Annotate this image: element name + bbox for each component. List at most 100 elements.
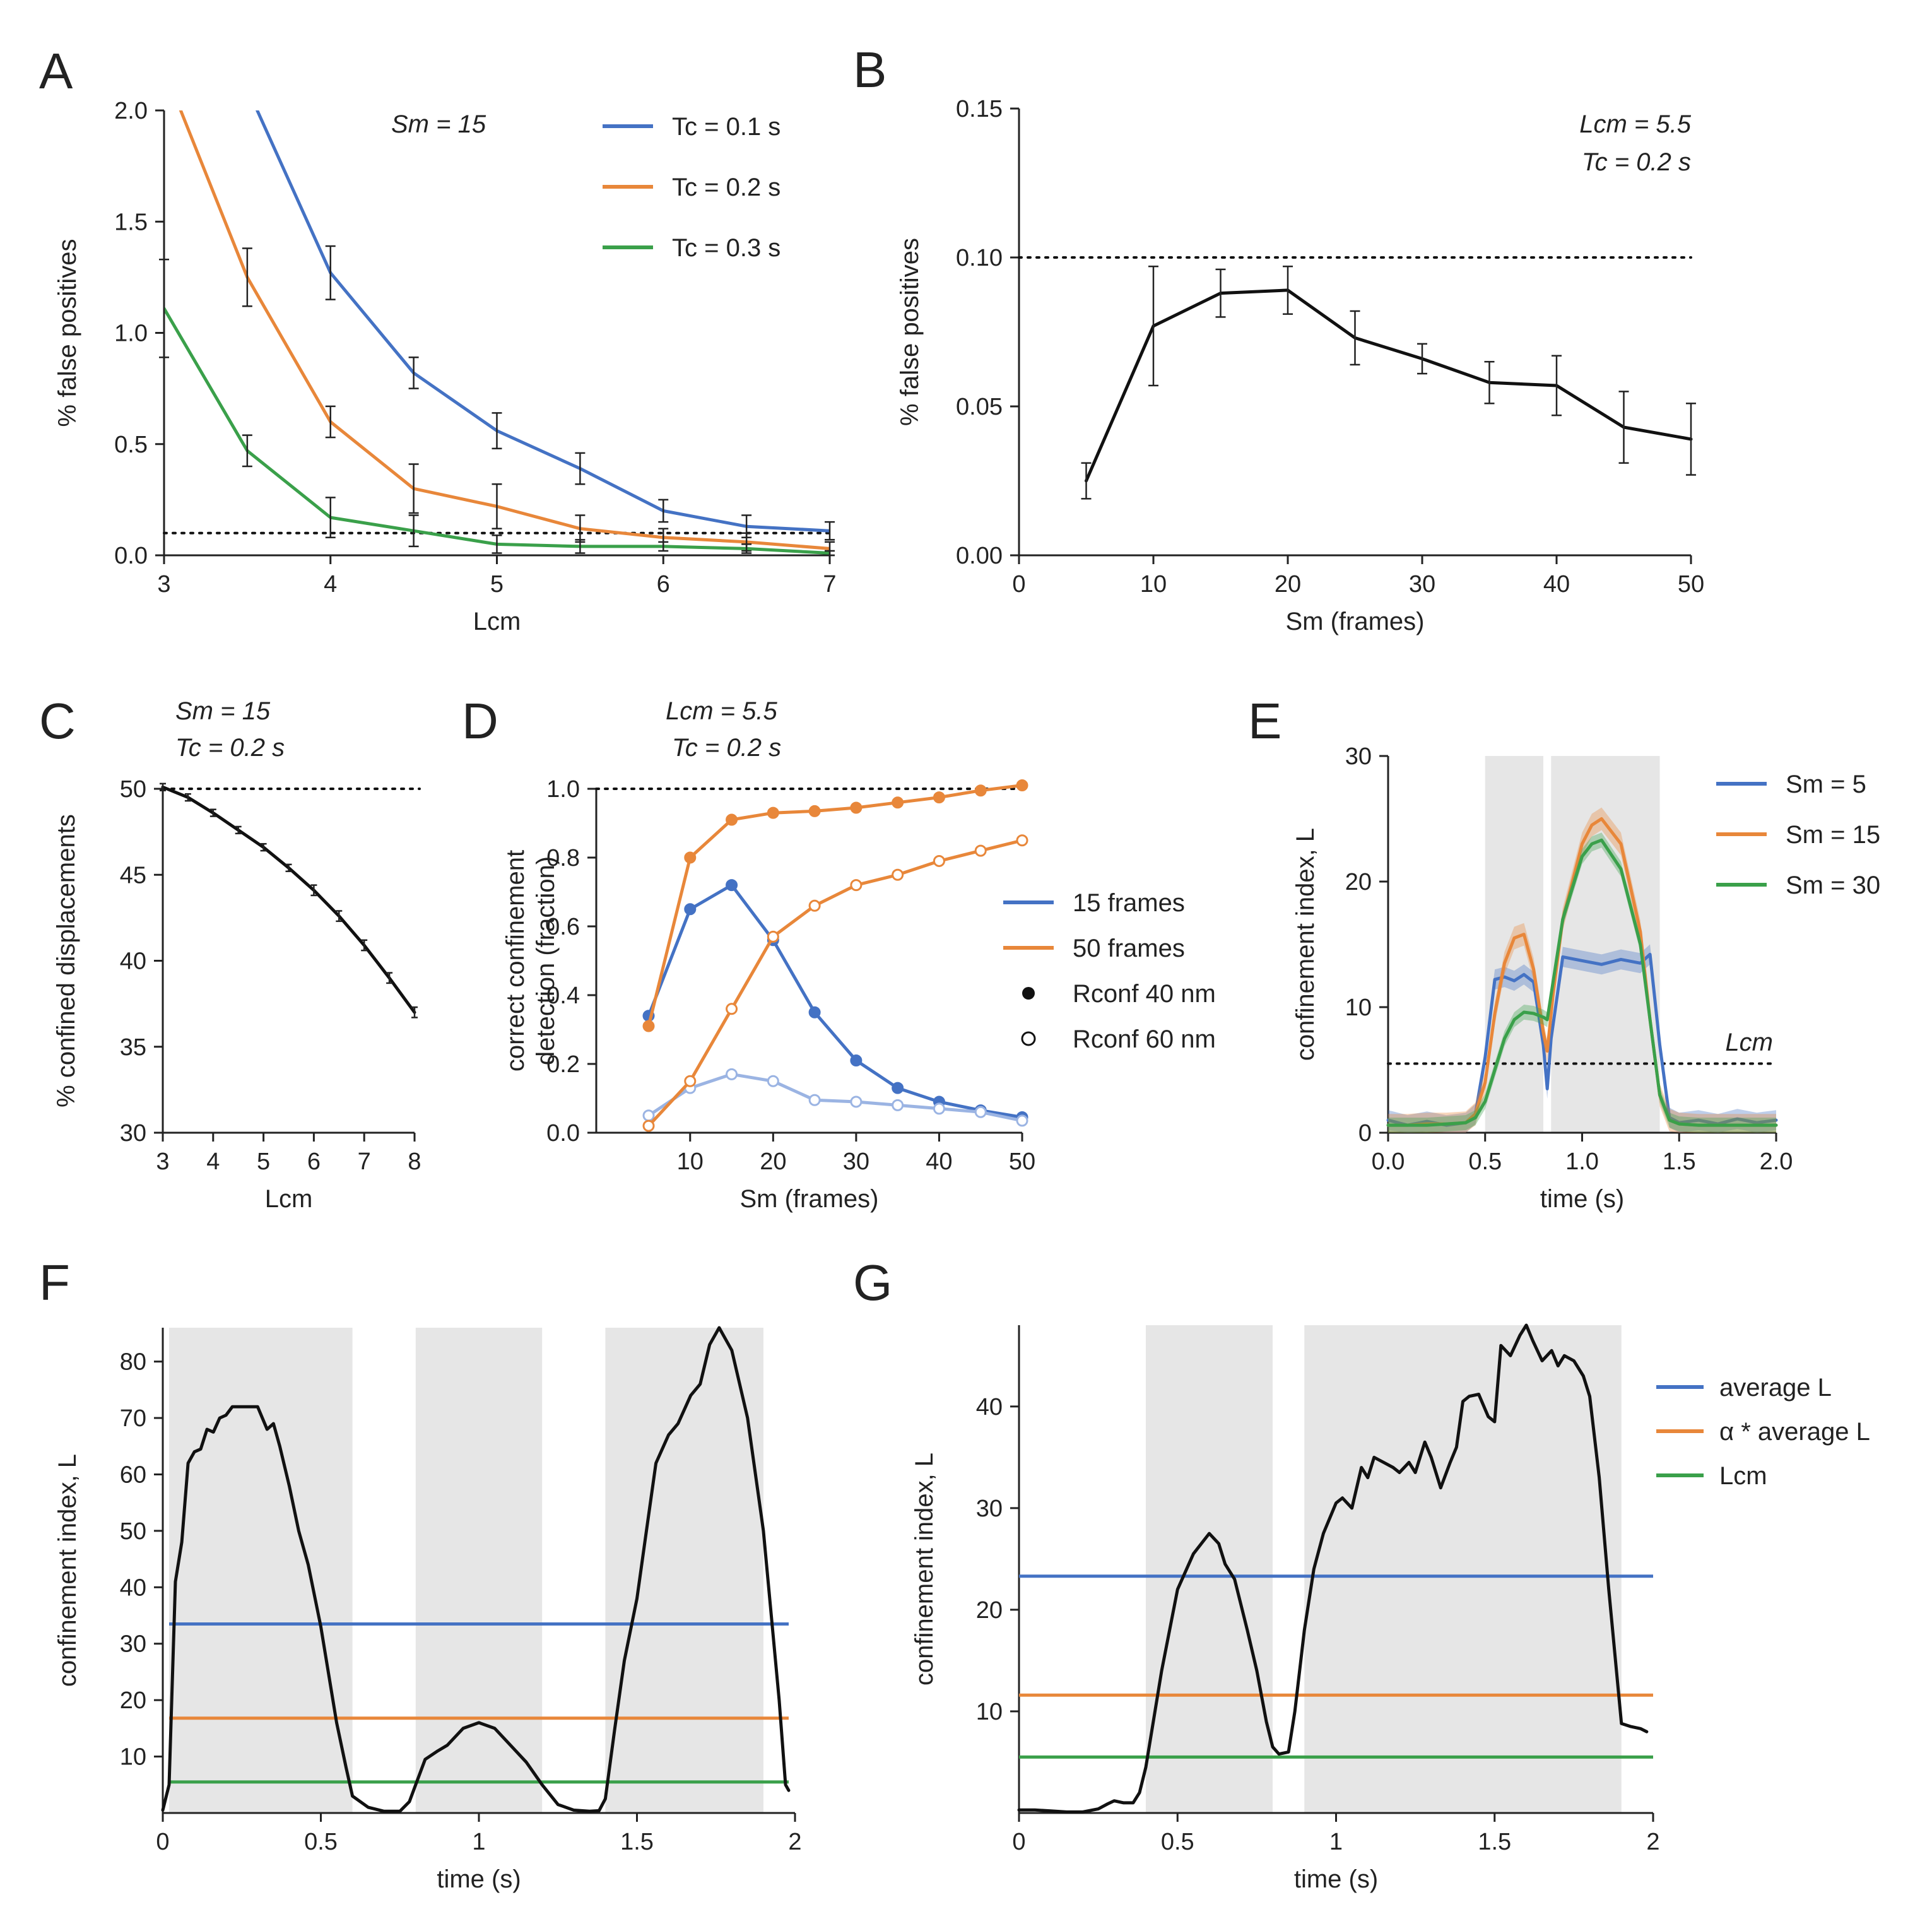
data-point [1016,834,1028,847]
data-point [684,1075,697,1087]
x-tick-label: 0 [1012,571,1025,598]
panel-E: 0.0 0.5 1.0 1.5 2.0 0 10 20 30 time (s) confinemen… [1248,693,1880,1213]
x-tick-label: 40 [1543,571,1570,598]
y-tick-label: 1.5 [114,209,148,235]
shaded-region [605,1328,763,1813]
x-tick-label: 20 [1275,571,1301,598]
y-tick-label: 0.00 [956,543,1003,569]
data-point [767,1075,779,1087]
x-axis-label: time (s) [437,1865,521,1893]
y-tick-label: 0.10 [956,245,1003,271]
data-point [808,805,821,817]
y-tick-label: 20 [976,1597,1003,1624]
data-point [808,899,821,912]
x-tick-label: 7 [823,571,836,598]
panel-letter: G [853,1255,892,1311]
x-tick-label: 3 [156,1148,169,1175]
y-axis-label: detection (fraction) [532,856,560,1065]
data-point [933,854,945,867]
y-tick-label: 80 [120,1349,146,1376]
series-line-orange [647,839,1024,1128]
data-point [684,851,697,864]
x-tick-label: 1.0 [1565,1148,1599,1175]
y-tick-label: 0.05 [956,394,1003,420]
x-tick-label: 0.5 [1468,1148,1502,1175]
data-point [850,1054,863,1067]
data-point [808,1094,821,1106]
y-tick-label: 70 [120,1405,146,1432]
x-axis-label: Lcm [265,1185,313,1213]
data-point [974,844,987,857]
annotation: Lcm [1725,1029,1773,1056]
legend-item-label: Tc = 0.2 s [672,174,780,201]
y-tick-label: 1.0 [546,776,580,803]
legend-label: average L [1719,1374,1832,1402]
y-axis-label: confinement index, L [910,1453,938,1686]
legend-label: Rconf 40 nm [1073,980,1216,1008]
data-point [1016,1114,1028,1127]
legend-item-label: Tc = 0.3 s [672,234,780,262]
data-point [933,1102,945,1115]
annotation: Sm = 15 [175,697,271,725]
panel-letter: F [39,1255,70,1311]
confidence-band [1388,944,1776,1133]
x-tick-label: 0 [156,1829,169,1855]
panel-letter: C [39,693,76,749]
panel-G: 0 0.5 1 1.5 2 10 20 30 40 time (s) confinement ind… [853,1255,1870,1893]
data-point [767,930,779,943]
x-axis-label: time (s) [1540,1185,1624,1213]
data-point [726,1003,738,1015]
y-tick-label: 40 [120,1574,146,1601]
x-tick-label: 40 [926,1148,952,1175]
legend-item-label: Sm = 15 [1786,821,1880,849]
annotation: Sm = 15 [391,110,486,138]
y-tick-label: 30 [976,1496,1003,1522]
panel-letter: B [853,42,886,98]
data-point [642,1119,655,1132]
y-tick-label: 0.4 [546,983,580,1009]
data-point [808,1006,821,1018]
legend-marker-open [1021,1031,1036,1046]
x-tick-label: 1 [472,1829,485,1855]
x-tick-label: 1.5 [620,1829,654,1855]
legend-item-label: 15 frames [1073,889,1185,917]
annotation: Lcm = 5.5 [1579,110,1692,138]
x-axis-label: Sm (frames) [1286,608,1425,635]
x-tick-label: 30 [843,1148,869,1175]
data-point [726,879,738,892]
series-line-blue [256,110,830,533]
panel-A: 3 4 5 6 7 0.0 0.5 1.0 1.5 2.0 Lcm % false positives… [39,43,837,635]
x-tick-label: 1.5 [1478,1829,1511,1855]
data-point [726,1068,738,1080]
y-tick-label: 20 [1345,869,1372,895]
x-tick-label: 50 [1678,571,1704,598]
data-point [974,784,987,797]
data-point [767,806,779,819]
y-tick-label: 0.2 [546,1051,580,1078]
legend-label: Rconf 60 nm [1073,1025,1216,1053]
y-tick-label: 0.0 [546,1120,580,1147]
x-axis-label: Lcm [473,608,521,635]
y-tick-label: 45 [120,862,146,889]
annotation: Lcm = 5.5 [666,697,778,725]
shaded-region [1146,1325,1273,1813]
y-tick-label: 0.5 [114,432,148,458]
series-line [161,785,416,1014]
series-line [1085,288,1693,483]
y-tick-label: 1.0 [114,321,148,347]
shaded-region [1304,1325,1622,1813]
shaded-region [415,1328,543,1813]
data-point [850,879,863,892]
data-point [1016,779,1028,792]
x-tick-label: 0.5 [304,1829,338,1855]
data-point [892,1099,904,1111]
panel-letter: A [39,43,73,99]
y-tick-label: 0 [1358,1120,1372,1147]
data-point [933,791,945,804]
y-tick-label: 10 [1345,995,1372,1021]
x-tick-label: 50 [1009,1148,1035,1175]
panel-letter: E [1248,693,1281,749]
x-tick-label: 5 [490,571,504,598]
x-tick-label: 4 [324,571,337,598]
